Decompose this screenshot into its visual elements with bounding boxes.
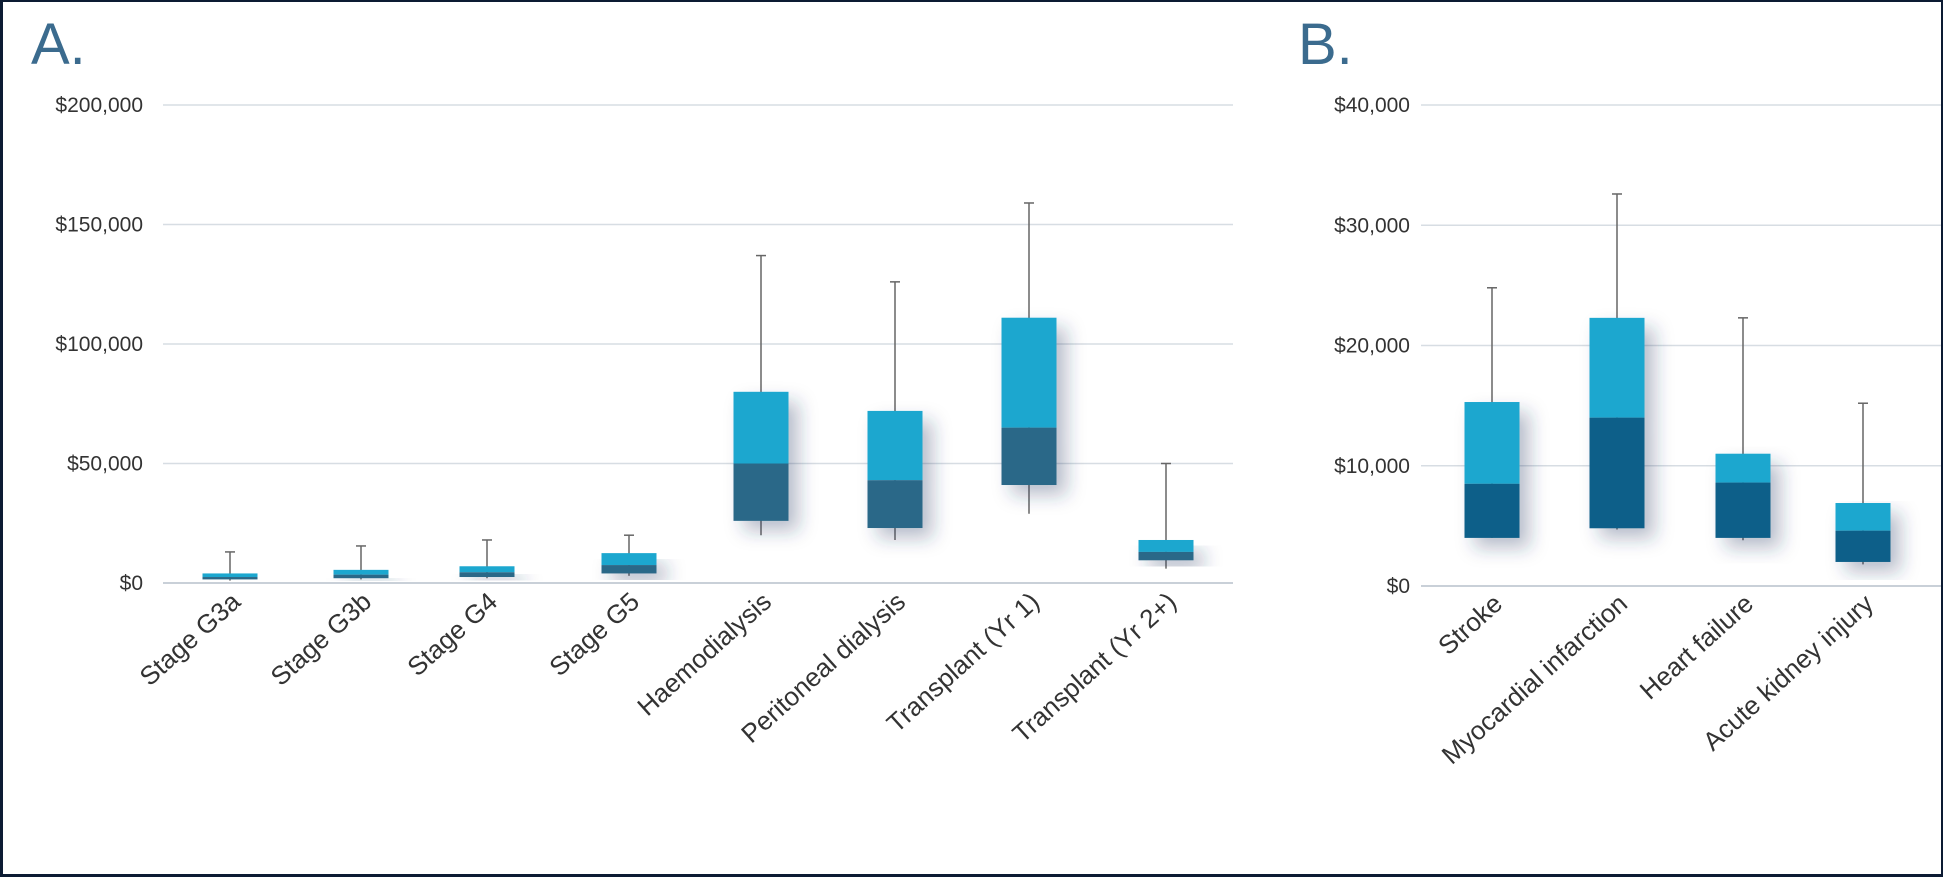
box-group <box>1001 317 1057 486</box>
x-category-label: Haemodialysis <box>631 586 777 721</box>
box-upper-quartile <box>1715 453 1771 483</box>
box-upper-quartile <box>601 553 657 566</box>
box-group <box>867 410 923 529</box>
x-category-label: Stage G3b <box>265 586 377 691</box>
box-upper-quartile <box>459 566 515 573</box>
box-upper-quartile <box>1589 317 1645 418</box>
box-group <box>1464 402 1520 538</box>
box-group <box>1138 539 1194 561</box>
box-upper-quartile <box>1464 402 1520 484</box>
y-tick-label: $40,000 <box>1334 94 1410 117</box>
x-category-label: Stage G5 <box>543 586 645 682</box>
y-tick-label: $50,000 <box>67 453 143 476</box>
box-group <box>601 553 657 574</box>
box-upper-quartile <box>202 573 258 578</box>
box-lower-quartile <box>1464 483 1520 538</box>
x-category-label: Stage G4 <box>401 586 503 682</box>
chart-panel-a: A. $0 $50,000 $100,000 $150,000 $200,000 Stage… <box>31 12 1233 749</box>
box-lower-quartile <box>1589 417 1645 529</box>
y-tick-label: $100,000 <box>55 333 143 356</box>
box-lower-quartile <box>333 574 389 579</box>
box-lower-quartile <box>1715 482 1771 538</box>
box-upper-quartile <box>1001 317 1057 428</box>
box-upper-quartile <box>1835 503 1891 531</box>
y-tick-label: $0 <box>120 572 143 595</box>
y-tick-label: $10,000 <box>1334 455 1410 478</box>
box-group <box>202 573 258 580</box>
box-upper-quartile <box>733 391 789 464</box>
box-upper-quartile <box>333 569 389 575</box>
y-tick-label: $30,000 <box>1334 214 1410 237</box>
panel-label: A. <box>31 12 86 77</box>
box-group <box>1589 317 1645 529</box>
box-lower-quartile <box>1835 530 1891 562</box>
y-tick-label: $200,000 <box>55 94 143 117</box>
box-lower-quartile <box>459 572 515 578</box>
box-upper-quartile <box>1138 539 1194 552</box>
box-group <box>1715 453 1771 538</box>
box-lower-quartile <box>733 463 789 521</box>
x-category-label: Stroke <box>1432 588 1508 661</box>
panel-label: B. <box>1298 12 1353 77</box>
box-group <box>459 566 515 578</box>
y-tick-label: $0 <box>1387 575 1410 598</box>
y-tick-label: $150,000 <box>55 214 143 237</box>
box-group <box>333 569 389 579</box>
box-plot-figure: A. $0 $50,000 $100,000 $150,000 $200,000 Stage… <box>31 12 1941 770</box>
x-category-label: Stage G3a <box>134 586 247 692</box>
box-lower-quartile <box>867 480 923 529</box>
box-upper-quartile <box>867 410 923 481</box>
box-lower-quartile <box>1138 551 1194 561</box>
box-lower-quartile <box>601 565 657 574</box>
y-tick-label: $20,000 <box>1334 335 1410 358</box>
chart-panel-b: B.$0$10,000$20,000$30,000$40,000StrokeMy… <box>1298 12 1941 770</box>
box-lower-quartile <box>202 577 258 580</box>
box-group <box>733 391 789 521</box>
box-group <box>1835 503 1891 562</box>
box-lower-quartile <box>1001 427 1057 486</box>
x-category-label: Heart failure <box>1634 588 1759 705</box>
